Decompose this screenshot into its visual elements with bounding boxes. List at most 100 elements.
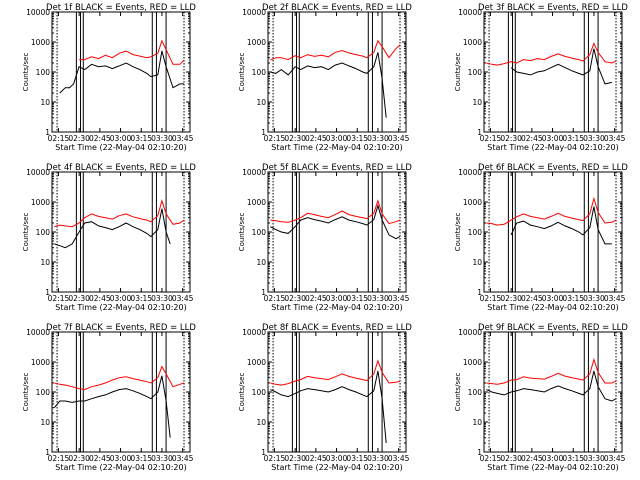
y-tick-label: 10000 <box>458 328 482 337</box>
x-tick-label: 03:15 <box>562 454 584 463</box>
y-tick-label: 1000 <box>31 198 50 207</box>
x-tick-label: 03:15 <box>562 294 584 303</box>
events-series-line <box>510 48 613 85</box>
x-tick-label: 03:00 <box>326 454 348 463</box>
events-series-line <box>510 206 612 245</box>
x-tick-label: 03:00 <box>542 294 564 303</box>
x-tick-label: 03:30 <box>151 454 173 463</box>
x-tick-label: 03:15 <box>130 294 152 303</box>
y-axis-label: Counts/sec <box>454 213 462 252</box>
x-tick-label: 02:45 <box>305 294 327 303</box>
y-tick-label: 10 <box>256 98 266 107</box>
panel-title: Det 4f BLACK = Events, RED = LLD <box>46 163 196 173</box>
x-axis-label: Start Time (22-May-04 02:10:20) <box>271 463 402 472</box>
y-axis-label: Counts/sec <box>22 373 30 412</box>
plot-frame <box>51 171 191 293</box>
x-tick-label: 03:00 <box>110 134 132 143</box>
panel-title: Det 1f BLACK = Events, RED = LLD <box>46 3 196 13</box>
x-tick-label: 03:30 <box>151 294 173 303</box>
x-tick-label: 03:45 <box>172 294 194 303</box>
x-axis-label: Start Time (22-May-04 02:10:20) <box>271 143 402 152</box>
y-tick-label: 1000 <box>247 358 266 367</box>
detector-panel-3: Det 3f BLACK = Events, RED = LLD 1 10 100 10… <box>454 3 628 152</box>
y-tick-label: 1000 <box>31 358 50 367</box>
events-series-line <box>270 52 387 118</box>
detector-panel-7: Det 7f BLACK = Events, RED = LLD 1 10 100 10… <box>22 323 196 472</box>
x-axis-label: Start Time (22-May-04 02:10:20) <box>55 303 186 312</box>
events-series-line <box>270 370 387 444</box>
x-axis-label: Start Time (22-May-04 02:10:20) <box>55 463 186 472</box>
y-tick-label: 100 <box>36 68 51 77</box>
x-tick-label: 03:15 <box>562 134 584 143</box>
events-series-line <box>270 203 401 240</box>
y-tick-label: 1000 <box>247 38 266 47</box>
x-tick-label: 02:45 <box>521 454 543 463</box>
y-tick-label: 10 <box>472 418 482 427</box>
x-tick-label: 02:15 <box>264 294 286 303</box>
y-tick-label: 100 <box>468 388 483 397</box>
x-tick-label: 02:15 <box>264 134 286 143</box>
y-tick-label: 10 <box>472 98 482 107</box>
y-tick-label: 1 <box>261 448 266 457</box>
x-tick-label: 02:30 <box>500 134 522 143</box>
x-tick-label: 03:30 <box>583 454 605 463</box>
y-tick-label: 100 <box>36 388 51 397</box>
x-tick-label: 02:45 <box>305 454 327 463</box>
y-tick-label: 10000 <box>458 8 482 17</box>
x-tick-label: 02:45 <box>89 134 111 143</box>
x-tick-label: 03:45 <box>604 454 626 463</box>
events-series-line <box>54 208 171 249</box>
y-tick-label: 1000 <box>463 38 482 47</box>
x-tick-label: 03:15 <box>130 454 152 463</box>
x-tick-label: 03:30 <box>367 134 389 143</box>
y-tick-label: 10000 <box>242 168 266 177</box>
x-tick-label: 03:15 <box>346 294 368 303</box>
x-tick-label: 03:30 <box>367 294 389 303</box>
detector-panel-2: Det 2f BLACK = Events, RED = LLD 1 10 100 10… <box>238 3 412 152</box>
x-tick-label: 03:45 <box>604 134 626 143</box>
y-axis-label: Counts/sec <box>22 213 30 252</box>
x-tick-label: 02:30 <box>68 134 90 143</box>
y-tick-label: 10000 <box>242 8 266 17</box>
lld-series-line <box>54 199 185 228</box>
detector-panel-1: Det 1f BLACK = Events, RED = LLD 1 10 100 10… <box>22 3 196 152</box>
y-axis-label: Counts/sec <box>238 373 246 412</box>
events-series-line <box>59 50 184 94</box>
x-tick-label: 03:00 <box>542 454 564 463</box>
y-axis-label: Counts/sec <box>454 53 462 92</box>
plot-frame <box>267 11 407 133</box>
x-tick-label: 03:00 <box>326 134 348 143</box>
y-tick-label: 1000 <box>31 38 50 47</box>
x-tick-label: 03:15 <box>130 134 152 143</box>
lld-series-line <box>486 196 617 226</box>
x-axis-label: Start Time (22-May-04 02:10:20) <box>487 143 618 152</box>
x-tick-label: 02:15 <box>48 454 70 463</box>
y-tick-label: 10 <box>256 258 266 267</box>
y-tick-label: 100 <box>252 388 267 397</box>
y-tick-label: 10000 <box>26 8 50 17</box>
y-tick-label: 100 <box>36 228 51 237</box>
panel-title: Det 6f BLACK = Events, RED = LLD <box>478 163 628 173</box>
x-tick-label: 03:30 <box>367 454 389 463</box>
x-tick-label: 03:30 <box>151 134 173 143</box>
lld-series-line <box>270 39 401 61</box>
y-tick-label: 1 <box>45 288 50 297</box>
detector-panel-9: Det 9f BLACK = Events, RED = LLD 1 10 100 10… <box>454 323 628 472</box>
x-tick-label: 03:45 <box>388 134 410 143</box>
x-tick-label: 03:45 <box>388 454 410 463</box>
panel-title: Det 9f BLACK = Events, RED = LLD <box>478 323 628 333</box>
panel-title: Det 5f BLACK = Events, RED = LLD <box>262 163 412 173</box>
x-tick-label: 02:15 <box>480 454 502 463</box>
y-tick-label: 100 <box>468 68 483 77</box>
y-tick-label: 1 <box>477 128 482 137</box>
y-tick-label: 1000 <box>463 198 482 207</box>
y-tick-label: 1 <box>477 448 482 457</box>
x-tick-label: 03:00 <box>110 454 132 463</box>
y-tick-label: 1 <box>261 128 266 137</box>
x-tick-label: 03:15 <box>346 454 368 463</box>
y-tick-label: 10000 <box>242 328 266 337</box>
detector-panel-5: Det 5f BLACK = Events, RED = LLD 1 10 100 10… <box>238 163 412 312</box>
y-tick-label: 10000 <box>458 168 482 177</box>
y-axis-label: Counts/sec <box>22 53 30 92</box>
